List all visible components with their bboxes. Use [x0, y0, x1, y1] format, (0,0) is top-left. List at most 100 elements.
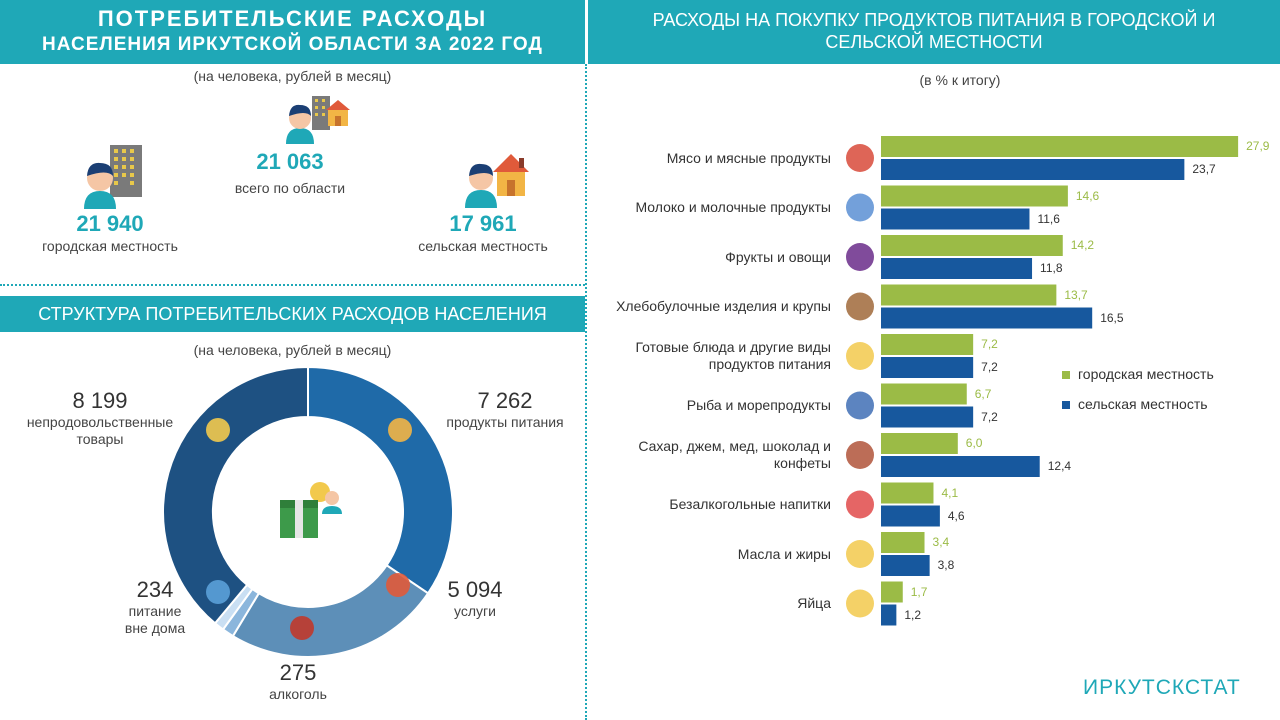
- bar-value-urban-8: 3,4: [932, 535, 950, 549]
- right-header: РАСХОДЫ НА ПОКУПКУ ПРОДУКТОВ ПИТАНИЯ В Г…: [588, 0, 1280, 64]
- category-label-line: Хлебобулочные изделия и крупы: [616, 298, 831, 314]
- butter-icon: [846, 540, 874, 568]
- category-label-1: Молоко и молочные продукты: [581, 199, 831, 216]
- left-header-line2: НАСЕЛЕНИЯ ИРКУТСКОЙ ОБЛАСТИ ЗА 2022 ГОД: [42, 34, 543, 55]
- category-label-line: Безалкогольные напитки: [669, 496, 831, 512]
- donut-label-0: продукты питания: [410, 414, 600, 431]
- right-header-title: РАСХОДЫ НА ПОКУПКУ ПРОДУКТОВ ПИТАНИЯ В Г…: [652, 10, 1216, 52]
- bar-rural-9: [881, 604, 897, 626]
- bar-value-urban-2: 14,2: [1070, 238, 1095, 252]
- category-label-6: Сахар, джем, мед, шоколад и конфеты: [581, 438, 831, 472]
- rural-total-value: 17 961: [449, 211, 517, 236]
- soda-icon: [846, 490, 874, 519]
- category-label-line: конфеты: [773, 455, 831, 471]
- left-header-line1: ПОТРЕБИТЕЛЬСКИЕ РАСХОДЫ: [97, 6, 488, 31]
- donut-label-line: непродовольственные: [26, 414, 174, 430]
- left-header: ПОТРЕБИТЕЛЬСКИЕ РАСХОДЫ НАСЕЛЕНИЯ ИРКУТС…: [0, 0, 585, 64]
- donut-slice-0: [307, 365, 454, 595]
- rural-total-label: сельская местность: [418, 238, 548, 254]
- bar-value-rural-8: 3,8: [937, 558, 955, 572]
- category-label-2: Фрукты и овощи: [581, 249, 831, 266]
- bar-value-urban-1: 14,6: [1075, 188, 1100, 203]
- category-label-line: Рыба и морепродукты: [686, 397, 831, 413]
- per-person-note: (на человека, рублей в месяц): [193, 68, 392, 84]
- person-city-house-icon: [286, 96, 350, 144]
- bar-urban-7: [881, 482, 934, 504]
- category-label-line: Готовые блюда и другие виды: [635, 339, 831, 355]
- donut-slice-4: [162, 365, 309, 625]
- bar-rural-2: [881, 258, 1033, 279]
- bread-icon: [846, 292, 874, 321]
- percent-note: (в % к итогу): [919, 72, 1001, 88]
- urban-total-label: городская местность: [42, 238, 178, 254]
- bar-rural-3: [881, 307, 1093, 329]
- region-total-label: всего по области: [234, 180, 346, 196]
- goods-icon: [206, 418, 230, 442]
- structure-note: (на человека, рублей в месяц): [193, 342, 392, 358]
- bar-rural-4: [881, 357, 974, 378]
- bar-rural-0: [881, 159, 1185, 180]
- eggs-icon: [846, 589, 874, 618]
- category-label-line: Молоко и молочные продукты: [635, 199, 831, 215]
- vegetables-icon: [846, 243, 874, 271]
- cake-icon: [846, 441, 874, 469]
- bar-value-urban-7: 4,1: [941, 485, 959, 500]
- bar-urban-1: [881, 185, 1068, 207]
- category-label-line: Фрукты и овощи: [725, 248, 831, 265]
- bar-urban-3: [881, 284, 1057, 306]
- category-label-3: Хлебобулочные изделия и крупы: [581, 298, 831, 315]
- bar-value-rural-1: 11,6: [1037, 211, 1060, 226]
- legend-rural-swatch: [1062, 401, 1070, 409]
- category-label-line: Масла и жиры: [737, 545, 831, 562]
- person-city-icon: [84, 145, 142, 209]
- money-gift-icon: [280, 482, 342, 538]
- donut-value-4: 8 199: [72, 388, 128, 413]
- category-label-line: Сахар, джем, мед, шоколад и: [638, 438, 831, 454]
- category-label-line: Яйца: [797, 595, 831, 611]
- groceries-icon: [388, 418, 412, 442]
- person-village-icon: [465, 154, 529, 208]
- bar-value-urban-3: 13,7: [1064, 287, 1088, 302]
- donut-label-1: услуги: [385, 603, 565, 620]
- bar-value-urban-9: 1,7: [910, 584, 928, 599]
- category-label-line: продуктов питания: [708, 356, 831, 372]
- bar-value-rural-9: 1,2: [904, 607, 922, 622]
- bar-rural-1: [881, 208, 1030, 230]
- category-label-7: Безалкогольные напитки: [581, 496, 831, 513]
- bar-value-urban-5: 6,7: [974, 386, 992, 401]
- donut-label-4: непродовольственные товары: [0, 414, 200, 448]
- services-icon: [386, 573, 410, 597]
- bar-chart: [846, 136, 1239, 626]
- bar-urban-6: [881, 433, 958, 454]
- bar-value-rural-4: 7,2: [981, 360, 998, 374]
- alcohol-icon: [290, 616, 314, 640]
- urban-total-value: 21 940: [76, 211, 144, 236]
- brand-logo-text: ИРКУТСКСТАТ: [1083, 676, 1241, 699]
- bar-urban-4: [881, 334, 974, 355]
- donut-label-line: алкоголь: [269, 686, 327, 702]
- bar-value-rural-2: 11,8: [1040, 261, 1063, 275]
- donut-label-line: продукты питания: [446, 414, 564, 430]
- donut-label-line: услуги: [454, 603, 496, 619]
- legend-rural-label: сельская местность: [1078, 396, 1208, 412]
- bar-urban-5: [881, 383, 967, 405]
- bar-urban-9: [881, 581, 903, 603]
- donut-label-line: товары: [76, 431, 124, 447]
- fish-icon: [846, 391, 874, 420]
- bar-value-rural-3: 16,5: [1100, 310, 1124, 325]
- bar-rural-5: [881, 406, 974, 428]
- donut-label-3: питание вне дома: [80, 603, 230, 637]
- bar-value-rural-5: 7,2: [981, 409, 998, 424]
- donut-value-3: 234: [136, 577, 174, 602]
- structure-header: СТРУКТУРА ПОТРЕБИТЕЛЬСКИХ РАСХОДОВ НАСЕЛ…: [0, 296, 585, 332]
- bar-urban-8: [881, 532, 925, 553]
- bar-value-urban-6: 6,0: [965, 436, 983, 450]
- category-label-line: Мясо и мясные продукты: [666, 149, 831, 166]
- structure-header-title: СТРУКТУРА ПОТРЕБИТЕЛЬСКИХ РАСХОДОВ НАСЕЛ…: [38, 304, 547, 324]
- meat-icon: [846, 144, 874, 172]
- donut-label-2: алкоголь: [218, 686, 378, 703]
- region-total-value: 21 063: [256, 149, 324, 174]
- bar-value-urban-0: 27,9: [1246, 139, 1270, 153]
- bar-urban-0: [881, 136, 1239, 157]
